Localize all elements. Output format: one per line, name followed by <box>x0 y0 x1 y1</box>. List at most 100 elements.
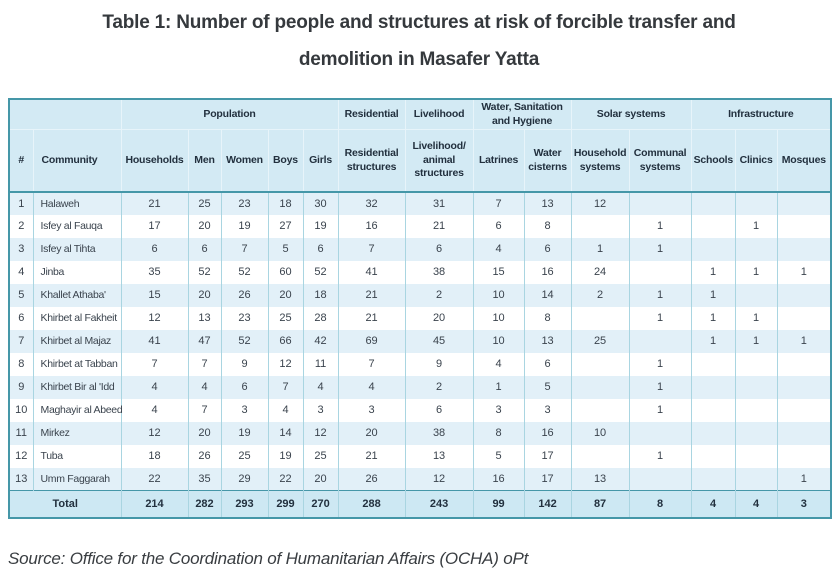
cell-water-cisterns: 17 <box>523 467 572 491</box>
cell-clinics: 1 <box>734 260 778 284</box>
cell-household-systems: 1 <box>570 237 630 261</box>
cell-residential-structures: 26 <box>337 467 406 491</box>
cell-clinics <box>734 375 778 399</box>
total-label: Total <box>8 490 122 518</box>
total-schools: 4 <box>690 490 736 518</box>
cell-livelihood-animal-structures: 2 <box>404 375 474 399</box>
cell-communal-systems: 1 <box>628 352 692 376</box>
cell-livelihood-animal-structures: 38 <box>404 260 474 284</box>
cell-residential-structures: 69 <box>337 329 406 353</box>
cell-clinics: 1 <box>734 214 778 238</box>
column-header-mosques: Mosques <box>776 129 832 193</box>
community-name: Khallet Athaba' <box>32 283 122 307</box>
cell-mosques <box>776 283 832 307</box>
cell-latrines: 1 <box>472 375 525 399</box>
total-mosques: 3 <box>776 490 832 518</box>
column-header-communal-systems: Communal systems <box>628 129 692 193</box>
column-header-girls: Girls <box>302 129 339 193</box>
cell-livelihood-animal-structures: 21 <box>404 214 474 238</box>
cell-men: 20 <box>187 214 222 238</box>
table-row: 11 Mirkez 12 20 19 14 12 20 38 8 16 10 <box>8 421 832 445</box>
cell-women: 23 <box>220 306 269 330</box>
cell-mosques <box>776 214 832 238</box>
cell-households: 4 <box>120 398 189 422</box>
cell-latrines: 7 <box>472 191 525 215</box>
cell-mosques <box>776 191 832 215</box>
cell-clinics <box>734 283 778 307</box>
cell-girls: 12 <box>302 421 339 445</box>
column-group-residential: Residential <box>337 99 406 131</box>
cell-girls: 3 <box>302 398 339 422</box>
cell-girls: 42 <box>302 329 339 353</box>
cell-latrines: 3 <box>472 398 525 422</box>
cell-clinics: 1 <box>734 306 778 330</box>
cell-girls: 18 <box>302 283 339 307</box>
cell-households: 6 <box>120 237 189 261</box>
cell-girls: 4 <box>302 375 339 399</box>
community-name: Khirbet at Tabban <box>32 352 122 376</box>
cell-men: 6 <box>187 237 222 261</box>
cell-men: 7 <box>187 398 222 422</box>
table-row: 9 Khirbet Bir al 'Idd 4 4 6 7 4 4 2 1 5 1 <box>8 375 832 399</box>
cell-latrines: 4 <box>472 352 525 376</box>
cell-girls: 19 <box>302 214 339 238</box>
cell-latrines: 15 <box>472 260 525 284</box>
cell-water-cisterns: 5 <box>523 375 572 399</box>
cell-water-cisterns: 17 <box>523 444 572 468</box>
cell-communal-systems <box>628 191 692 215</box>
cell-residential-structures: 41 <box>337 260 406 284</box>
cell-household-systems <box>570 398 630 422</box>
row-number: 4 <box>8 260 34 284</box>
cell-girls: 30 <box>302 191 339 215</box>
cell-communal-systems: 1 <box>628 283 692 307</box>
cell-household-systems: 24 <box>570 260 630 284</box>
cell-men: 25 <box>187 191 222 215</box>
cell-men: 20 <box>187 283 222 307</box>
column-group-row: Population Residential Livelihood Water, Sa… <box>8 99 832 131</box>
cell-men: 20 <box>187 421 222 445</box>
cell-household-systems <box>570 352 630 376</box>
cell-mosques <box>776 444 832 468</box>
table-row: 1 Halaweh 21 25 23 18 30 32 31 7 13 12 <box>8 191 832 215</box>
cell-household-systems: 13 <box>570 467 630 491</box>
total-households: 214 <box>120 490 189 518</box>
cell-livelihood-animal-structures: 31 <box>404 191 474 215</box>
cell-households: 17 <box>120 214 189 238</box>
cell-men: 4 <box>187 375 222 399</box>
total-household-systems: 87 <box>570 490 630 518</box>
cell-water-cisterns: 16 <box>523 260 572 284</box>
cell-schools <box>690 467 736 491</box>
cell-water-cisterns: 6 <box>523 237 572 261</box>
column-header-boys: Boys <box>267 129 304 193</box>
total-residential-structures: 288 <box>337 490 406 518</box>
cell-communal-systems: 1 <box>628 214 692 238</box>
column-header-row: # Community Households Men Women Boys Girls Res… <box>8 129 832 193</box>
cell-men: 35 <box>187 467 222 491</box>
table-row: 2 Isfey al Fauqa 17 20 19 27 19 16 21 6 8 1 1 <box>8 214 832 238</box>
cell-household-systems: 10 <box>570 421 630 445</box>
column-header-households: Households <box>120 129 189 193</box>
row-number: 6 <box>8 306 34 330</box>
column-header-residential-structures: Residential structures <box>337 129 406 193</box>
cell-women: 7 <box>220 237 269 261</box>
cell-household-systems <box>570 444 630 468</box>
cell-boys: 60 <box>267 260 304 284</box>
cell-latrines: 4 <box>472 237 525 261</box>
total-water-cisterns: 142 <box>523 490 572 518</box>
cell-boys: 19 <box>267 444 304 468</box>
cell-clinics <box>734 191 778 215</box>
cell-households: 18 <box>120 444 189 468</box>
cell-girls: 28 <box>302 306 339 330</box>
cell-girls: 6 <box>302 237 339 261</box>
cell-mosques <box>776 421 832 445</box>
row-number: 5 <box>8 283 34 307</box>
cell-boys: 14 <box>267 421 304 445</box>
cell-residential-structures: 20 <box>337 421 406 445</box>
table-body: 1 Halaweh 21 25 23 18 30 32 31 7 13 12 2 Isfey al Fau… <box>8 191 832 491</box>
page-title: Table 1: Number of people and structures… <box>0 4 838 78</box>
column-group-water-sanitation-and-hygiene: Water, Sanitation and Hygiene <box>472 99 572 131</box>
title-line-1: Table 1: Number of people and structures… <box>102 12 736 33</box>
total-boys: 299 <box>267 490 304 518</box>
cell-schools: 1 <box>690 260 736 284</box>
cell-mosques: 1 <box>776 329 832 353</box>
